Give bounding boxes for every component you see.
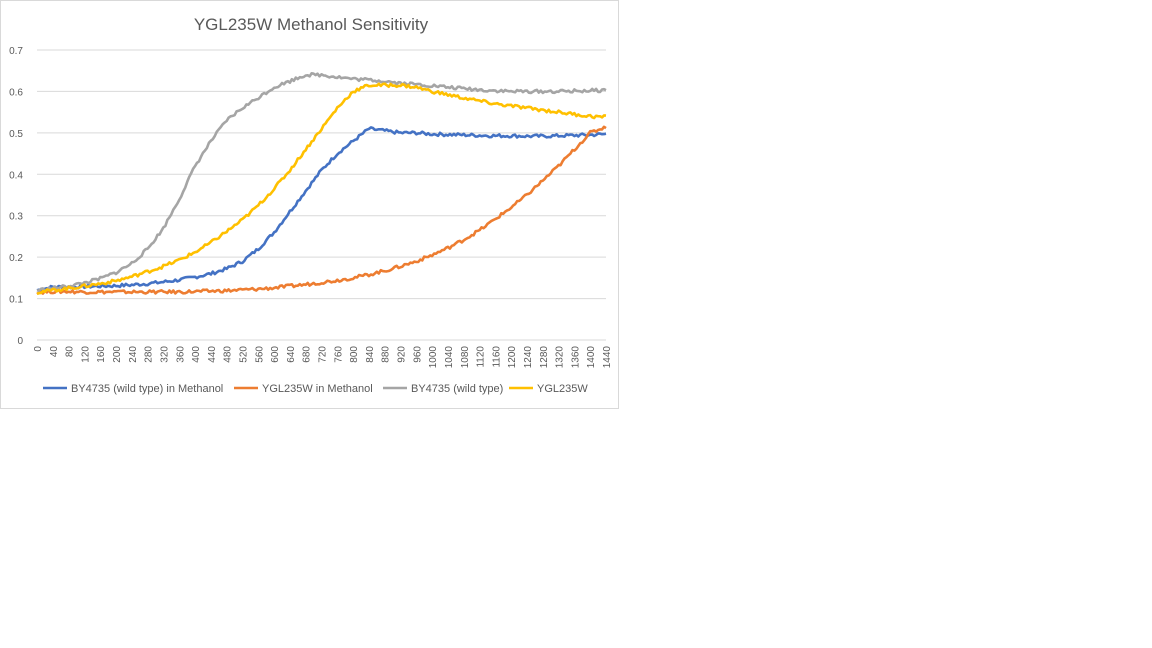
gridlines [37, 49, 606, 341]
x-tick-label: 40 [49, 346, 60, 358]
series-lines [36, 72, 607, 296]
x-tick-label: 1120 [476, 346, 487, 368]
x-tick-label: 200 [112, 346, 123, 363]
x-tick-label: 1320 [555, 346, 566, 369]
x-tick-label: 680 [302, 346, 313, 363]
y-tick-label: 0.2 [9, 253, 23, 264]
x-tick-label: 1000 [428, 346, 439, 369]
chart-title: YGL235W Methanol Sensitivity [194, 15, 429, 34]
y-tick-label: 0.1 [9, 295, 23, 306]
x-tick-label: 280 [144, 346, 155, 363]
y-tick-label: 0.6 [9, 87, 23, 98]
series-line-3 [36, 72, 607, 293]
x-tick-label: 80 [65, 346, 76, 358]
legend-label: YGL235W [537, 383, 588, 395]
legend-label: BY4735 (wild type) [411, 383, 503, 395]
x-tick-label: 880 [381, 346, 392, 363]
x-tick-label: 520 [238, 346, 249, 363]
x-tick-label: 320 [159, 346, 170, 363]
legend-label: BY4735 (wild type) in Methanol [71, 383, 223, 395]
x-tick-label: 1240 [523, 346, 534, 369]
x-tick-label: 600 [270, 346, 281, 363]
x-tick-label: 960 [412, 346, 423, 363]
x-tick-label: 400 [191, 346, 202, 363]
x-tick-label: 1080 [460, 346, 471, 369]
x-axis-ticks: 0 40 80 120 160 200 240 280 320 360 400 440 480 520 56… [33, 346, 613, 369]
series-line-1 [36, 126, 607, 292]
x-tick-label: 0 [33, 346, 44, 352]
y-tick-label: 0.4 [9, 170, 23, 181]
x-tick-label: 1160 [491, 346, 502, 368]
x-tick-label: 640 [286, 346, 297, 363]
x-tick-label: 800 [349, 346, 360, 363]
legend-label: YGL235W in Methanol [262, 383, 373, 395]
x-tick-label: 1440 [602, 346, 613, 369]
series-line-4 [36, 82, 607, 296]
x-tick-label: 560 [254, 346, 265, 363]
chart-frame: YGL235W Methanol Sensitivity 0 0.1 0.2 0.3 0… [0, 0, 619, 409]
y-tick-label: 0.7 [9, 46, 23, 57]
x-tick-label: 1360 [570, 346, 581, 369]
y-axis-ticks: 0 0.1 0.2 0.3 0.4 0.5 0.6 0.7 [9, 46, 23, 347]
x-tick-label: 1040 [444, 346, 455, 369]
legend: BY4735 (wild type) in Methanol YGL235W in… [43, 383, 588, 395]
x-tick-label: 120 [80, 346, 91, 363]
series-line-2 [36, 125, 607, 296]
x-tick-label: 440 [207, 346, 218, 363]
x-tick-label: 760 [333, 346, 344, 363]
x-tick-label: 720 [318, 346, 329, 363]
y-tick-label: 0 [17, 336, 23, 347]
x-tick-label: 240 [128, 346, 139, 363]
x-tick-label: 160 [96, 346, 107, 363]
x-tick-label: 920 [397, 346, 408, 363]
x-tick-label: 1200 [507, 346, 518, 369]
x-tick-label: 480 [223, 346, 234, 363]
chart-svg: YGL235W Methanol Sensitivity 00.10.20.30… [9, 15, 613, 395]
x-tick-label: 360 [175, 346, 186, 363]
x-tick-label: 840 [365, 346, 376, 363]
x-tick-label: 1280 [539, 346, 550, 369]
y-tick-label: 0.3 [9, 212, 23, 223]
y-tick-label: 0.5 [9, 129, 23, 140]
x-tick-label: 1400 [586, 346, 597, 369]
